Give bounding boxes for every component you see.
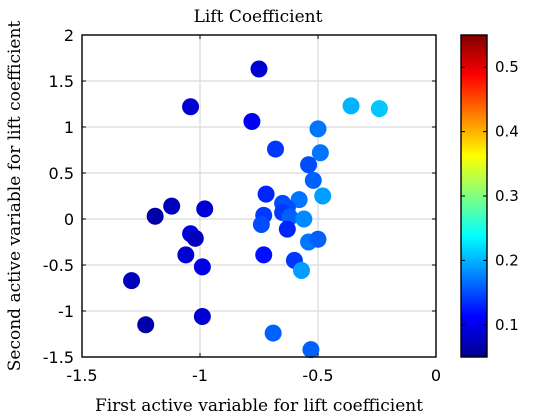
- data-point: [304, 171, 322, 189]
- data-point: [163, 197, 181, 215]
- colorbar-tick-label: 0.2: [495, 251, 519, 269]
- data-point: [182, 98, 200, 116]
- y-axis-label: Second active variable for lift coeffici…: [5, 21, 25, 372]
- data-point: [186, 229, 204, 247]
- y-tick-label: 1: [64, 118, 74, 137]
- y-tick-label: -1.5: [43, 348, 74, 367]
- data-point: [137, 316, 155, 334]
- chart-title: Lift Coefficient: [194, 7, 323, 27]
- data-point: [295, 210, 313, 228]
- colorbar-tick-labels: 0.1 0.2 0.3 0.4 0.5: [495, 58, 519, 334]
- colorbar-tick-label: 0.3: [495, 187, 519, 205]
- data-point: [302, 341, 320, 359]
- colorbar-ticks: [461, 66, 487, 326]
- data-point: [290, 191, 308, 209]
- x-tick-labels: -1.5 -1 -0.5 0: [66, 366, 441, 385]
- data-point: [314, 187, 332, 205]
- x-axis-label: First active variable for lift coefficie…: [95, 396, 423, 416]
- x-tick-label: -0.5: [302, 366, 333, 385]
- data-point: [311, 144, 329, 162]
- data-points: [123, 60, 388, 359]
- data-point: [264, 324, 282, 342]
- data-point: [292, 262, 310, 280]
- y-tick-label: 1.5: [49, 72, 74, 91]
- y-tick-label: 0: [64, 210, 74, 229]
- data-point: [342, 97, 360, 115]
- data-point: [193, 258, 211, 276]
- data-point: [370, 100, 388, 118]
- data-point: [255, 246, 273, 264]
- data-point: [193, 308, 211, 326]
- x-tick-label: -1.5: [66, 366, 97, 385]
- plot-frame: [81, 34, 437, 358]
- colorbar: [461, 35, 487, 357]
- x-tick-label: 0: [431, 366, 441, 385]
- y-tick-label: 0.5: [49, 164, 74, 183]
- data-point: [146, 207, 164, 225]
- data-point: [250, 60, 268, 78]
- y-tick-label: -1: [58, 302, 74, 321]
- data-point: [267, 140, 285, 158]
- y-tick-label: -0.5: [43, 256, 74, 275]
- data-point: [300, 156, 318, 174]
- data-point: [309, 230, 327, 248]
- x-tick-label: -1: [192, 366, 208, 385]
- data-point: [252, 216, 270, 234]
- colorbar-tick-label: 0.1: [495, 316, 519, 334]
- data-point: [123, 272, 141, 290]
- data-point: [177, 246, 195, 264]
- data-point: [309, 120, 327, 138]
- data-point: [196, 200, 214, 218]
- colorbar-tick-label: 0.5: [495, 58, 519, 76]
- y-tick-label: 2: [64, 26, 74, 45]
- data-point: [278, 220, 296, 238]
- axis-ticks: [81, 34, 437, 358]
- data-point: [257, 185, 275, 203]
- data-point: [243, 112, 261, 130]
- colorbar-tick-label: 0.4: [495, 123, 519, 141]
- y-tick-labels: -1.5 -1 -0.5 0 0.5 1 1.5 2: [43, 26, 74, 367]
